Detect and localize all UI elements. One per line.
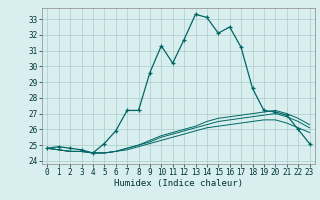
X-axis label: Humidex (Indice chaleur): Humidex (Indice chaleur) — [114, 179, 243, 188]
